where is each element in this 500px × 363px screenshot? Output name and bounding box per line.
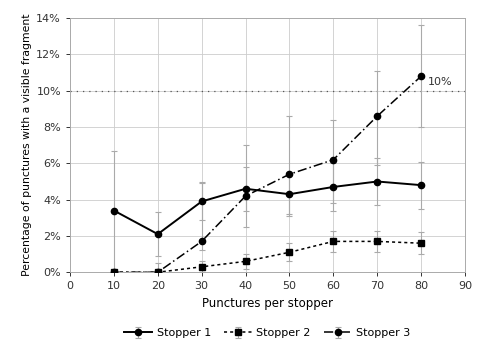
- Legend: Stopper 1, Stopper 2, Stopper 3: Stopper 1, Stopper 2, Stopper 3: [120, 323, 415, 342]
- X-axis label: Punctures per stopper: Punctures per stopper: [202, 297, 333, 310]
- Text: 10%: 10%: [428, 77, 452, 87]
- Y-axis label: Percentage of punctures with a visible fragment: Percentage of punctures with a visible f…: [22, 14, 32, 277]
